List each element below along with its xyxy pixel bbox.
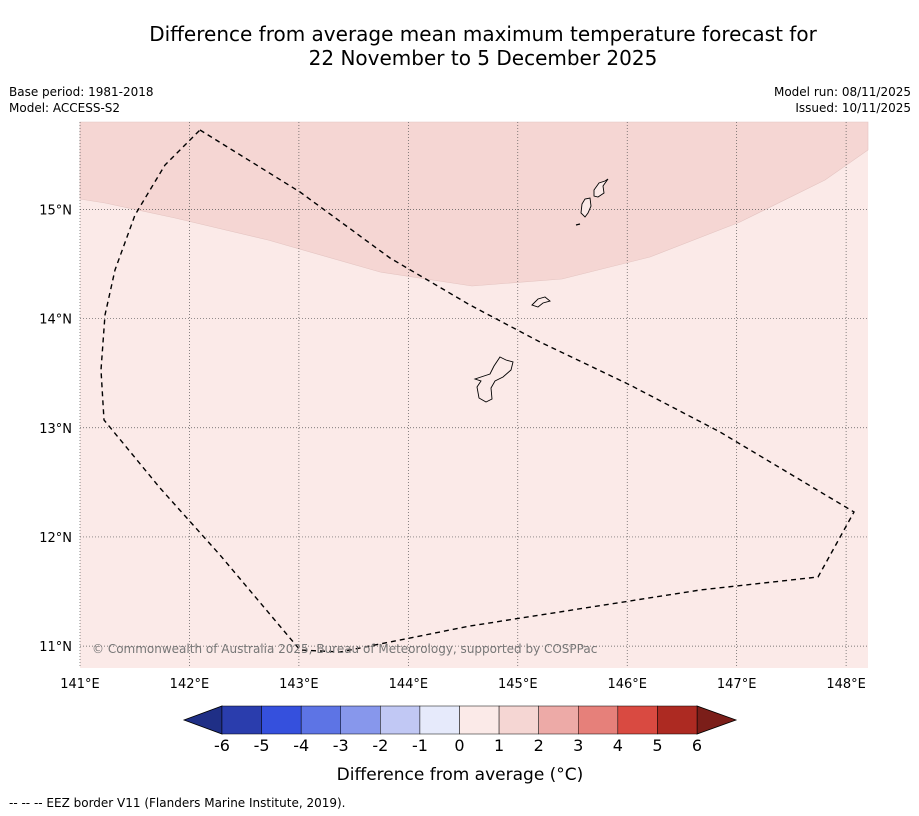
longitude-tick-label: 148°E [826,677,866,692]
colorbar-tick-label: 0 [454,736,464,755]
colorbar-over-arrow [696,705,738,735]
model-run: Model run: 08/11/2025 [773,85,911,99]
colorbar-tick-label: -4 [293,736,309,755]
issued-date: Issued: 10/11/2025 [795,101,911,115]
colorbar-segment [617,705,658,735]
colorbar-under-arrow [182,705,223,735]
colorbar-tick-label: -3 [333,736,349,755]
colorbar-tick-label: 6 [692,736,702,755]
meta-left: Base period: 1981-2018 Model: ACCESS-S2 [9,84,154,116]
colorbar-tick-label: -2 [372,736,388,755]
colorbar-segment [538,705,579,735]
colorbar-tick-label: 2 [534,736,544,755]
title-line-2: 22 November to 5 December 2025 [308,46,658,70]
longitude-tick-label: 146°E [607,677,647,692]
colorbar-segment [340,705,381,735]
eez-border [100,129,855,653]
colorbar-tick-label: -1 [412,736,428,755]
longitude-tick-label: 142°E [170,677,210,692]
colorbar-tick-label: 5 [652,736,662,755]
latitude-tick-label: 14°N [39,313,72,328]
colorbar-segment [380,705,421,735]
model-name: Model: ACCESS-S2 [9,101,121,115]
colorbar-label: Difference from average (°C) [337,765,584,785]
colorbar-segment [459,705,500,735]
colorbar-segment [300,705,341,735]
colorbar-segment [578,705,619,735]
latitude-tick-label: 15°N [39,203,72,218]
colorbar-tick-label: 4 [613,736,623,755]
base-period: Base period: 1981-2018 [9,85,154,99]
tinian-island [580,197,592,218]
anomaly-zone-1-2 [79,121,869,287]
longitude-tick-label: 145°E [498,677,538,692]
title-line-1: Difference from average mean maximum tem… [149,22,817,46]
colorbar-segment [419,705,460,735]
rota-island [531,296,551,308]
aguijan-island [575,223,581,226]
colorbar-segment [498,705,539,735]
saipan-island [593,178,609,198]
colorbar-segment [261,705,302,735]
latitude-tick-labels: 15°N 14°N 13°N 12°N 11°N [39,203,72,655]
latitude-tick-label: 11°N [39,640,72,655]
colorbar-tick-label: 3 [573,736,583,755]
colorbar: -6 -5 -4 -3 -2 -1 0 1 2 3 4 5 6 Difference from aver… [182,705,738,785]
longitude-tick-label: 147°E [717,677,757,692]
longitude-tick-labels: 141°E 142°E 143°E 144°E 145°E 146°E 147°E 148°E [60,677,866,692]
colorbar-tick-label: -6 [214,736,230,755]
colorbar-segment [221,705,262,735]
latitude-tick-label: 13°N [39,422,72,437]
colorbar-segment [657,705,698,735]
longitude-tick-label: 141°E [60,677,100,692]
islands [473,178,609,403]
longitude-tick-label: 143°E [279,677,319,692]
copyright-text: © Commonwealth of Australia 2025, Bureau… [92,642,597,656]
meta-right: Model run: 08/11/2025 Issued: 10/11/2025 [774,84,911,116]
colorbar-tick-label: 1 [494,736,504,755]
latitude-tick-label: 12°N [39,531,72,546]
gridlines [79,122,868,668]
colorbar-tick-label: -5 [254,736,270,755]
footnote: -- -- -- EEZ border V11 (Flanders Marine… [9,796,346,810]
guam-island [473,356,514,403]
longitude-tick-label: 144°E [389,677,429,692]
